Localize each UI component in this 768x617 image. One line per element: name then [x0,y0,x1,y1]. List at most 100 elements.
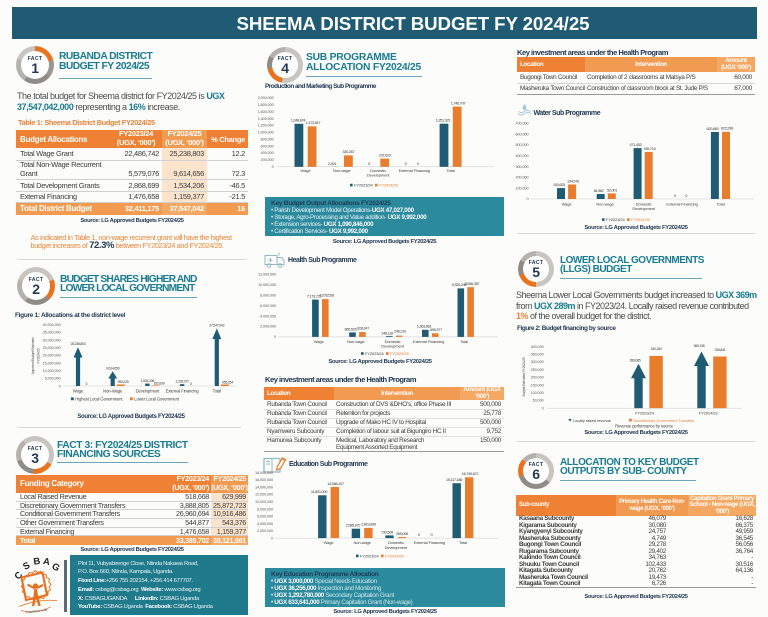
svg-text:1,248,874: 1,248,874 [291,118,307,123]
svg-text:0: 0 [417,161,420,166]
svg-text:1,746,707: 1,746,707 [451,100,466,105]
svg-text:37,547,042: 37,547,042 [209,324,224,328]
svg-text:10,000,000: 10,000,000 [255,500,273,504]
svg-text:7,278,528: 7,278,528 [319,293,334,298]
svg-text:100,625: 100,625 [553,182,565,187]
svg-text:1,173,817: 1,173,817 [306,120,321,125]
svg-text:2,000,000: 2,000,000 [258,96,274,100]
svg-text:52,001: 52,001 [607,187,617,192]
svg-text:10,000,000: 10,000,000 [43,369,61,373]
svg-text:182,609: 182,609 [154,381,165,385]
svg-text:300,000: 300,000 [531,360,544,364]
svg-text:0: 0 [86,382,88,386]
svg-text:FY2024/23: FY2024/23 [699,411,719,416]
svg-text:Non-wage: Non-wage [333,168,351,173]
svg-text:150,000: 150,000 [531,383,544,387]
svg-text:9,556,357: 9,556,357 [465,281,480,286]
svg-text:435,715: 435,715 [644,146,656,151]
svg-text:Total: Total [213,389,222,394]
svg-text:Development: Development [632,206,655,211]
svg-text:FY2023/24: FY2023/24 [365,351,385,356]
svg-text:400,000: 400,000 [515,154,528,158]
svg-text:Total: Total [717,201,725,206]
svg-text:15,000,000: 15,000,000 [43,361,61,365]
svg-text:350,000: 350,000 [531,353,544,357]
svg-text:Domestic: Domestic [385,339,401,344]
svg-text:10,000,000: 10,000,000 [258,283,276,287]
svg-text:Wage: Wage [314,339,325,344]
svg-text:336,841: 336,841 [715,348,726,352]
svg-text:6,000,000: 6,000,000 [260,304,276,308]
svg-text:730,508: 730,508 [381,529,393,534]
svg-text:622,296: 622,296 [721,126,733,131]
svg-text:6,000,000: 6,000,000 [257,515,273,519]
svg-text:0: 0 [368,161,371,166]
svg-text:8,000,000: 8,000,000 [260,294,276,298]
svg-text:2,000,000: 2,000,000 [260,325,276,329]
svg-text:1,400,000: 1,400,000 [258,117,274,121]
svg-text:0: 0 [190,382,192,386]
svg-text:4,000,000: 4,000,000 [257,522,273,526]
svg-text:Revenue performance by source: Revenue performance by source [615,424,674,429]
svg-text:Domestic: Domestic [370,168,386,173]
svg-text:340,184: 340,184 [651,347,662,351]
svg-text:Highest Local Government: Highest Local Government [75,396,123,401]
svg-text:46,582: 46,582 [593,188,603,193]
svg-text:Wage: Wage [324,540,335,545]
svg-text:Total: Total [447,168,455,173]
svg-text:500,000: 500,000 [515,143,528,147]
svg-text:1,800,000: 1,800,000 [258,103,274,107]
svg-text:14,000,000: 14,000,000 [255,486,273,490]
svg-text:237,623: 237,623 [379,152,391,157]
svg-text:Domestic: Domestic [636,201,652,206]
svg-text:FY2023/24: FY2023/24 [360,554,380,559]
svg-text:600,000: 600,000 [261,144,274,148]
svg-text:400,000: 400,000 [531,345,544,349]
svg-text:0: 0 [685,193,688,198]
svg-text:11,801,000: 11,801,000 [311,489,328,494]
svg-text:865,526: 865,526 [345,326,357,331]
svg-text:300,000: 300,000 [515,165,528,169]
svg-text:External Financing: External Financing [414,540,445,545]
svg-text:S: S [21,560,32,573]
svg-text:600,000: 600,000 [515,132,528,136]
svg-text:0: 0 [418,532,421,537]
svg-text:0: 0 [430,532,433,537]
svg-text:1,251,321: 1,251,321 [436,117,451,122]
svg-text:Wage: Wage [562,201,573,206]
svg-text:700,000: 700,000 [515,122,528,126]
svg-text:G: G [50,561,62,574]
svg-text:Non-wage: Non-wage [596,201,614,206]
svg-text:620,660: 620,660 [707,126,720,131]
svg-text:Approved Budget Estimates: Approved Budget Estimates [31,337,35,375]
svg-text:9,614,656: 9,614,656 [106,366,120,370]
svg-text:FY2023/24: FY2023/24 [354,183,374,188]
svg-text:0: 0 [59,384,61,388]
svg-text:FY2023/24: FY2023/24 [606,217,626,222]
svg-text:Budget Estimates FY2024/25: Budget Estimates FY2024/25 [522,357,526,396]
svg-text:1,534,206: 1,534,206 [141,379,155,383]
svg-text:9,325,246: 9,325,246 [452,282,467,287]
svg-text:0: 0 [272,165,274,169]
svg-text:800,000: 800,000 [261,137,274,141]
svg-text:25,000,000: 25,000,000 [43,346,61,350]
svg-text:695,377: 695,377 [430,327,442,332]
svg-text:1,000,000: 1,000,000 [258,131,274,135]
svg-text:246,210: 246,210 [394,329,407,334]
svg-text:FY2023/24: FY2023/24 [635,411,655,416]
svg-text:471,453: 471,453 [630,142,642,147]
svg-text:12,000,000: 12,000,000 [258,273,276,277]
svg-text:928,247: 928,247 [357,325,369,330]
svg-text:14,066,107: 14,066,107 [327,481,344,486]
svg-text:2,585,972: 2,585,972 [346,523,361,528]
svg-text:265,006: 265,006 [396,531,408,536]
svg-text:0: 0 [271,536,273,540]
svg-text:Development: Development [385,545,408,550]
svg-text:External Financing: External Financing [413,339,444,344]
svg-text:7,173,722: 7,173,722 [307,293,322,298]
svg-text:40,000,000: 40,000,000 [43,323,61,327]
svg-text:0: 0 [274,335,276,339]
svg-text:0: 0 [674,193,677,198]
svg-text:FY2024/25: FY2024/25 [390,351,410,356]
svg-text:35,000,000: 35,000,000 [43,331,61,335]
